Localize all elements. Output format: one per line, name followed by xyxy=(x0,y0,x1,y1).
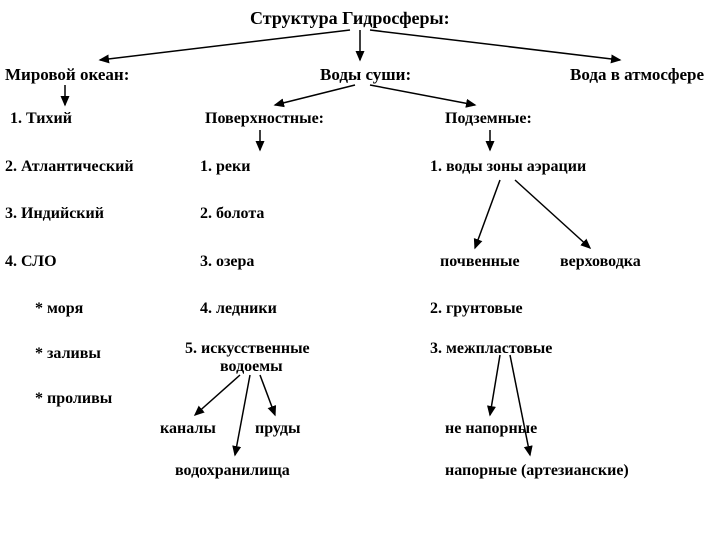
surface-item-5b: водоемы xyxy=(220,358,283,376)
ocean-item-1: 1. Тихий xyxy=(10,110,72,128)
header-land: Воды суши: xyxy=(320,65,411,85)
underground-sub-1: почвенные xyxy=(440,253,520,271)
underground-item-3: 3. межпластовые xyxy=(430,340,552,358)
surface-item-1: 1. реки xyxy=(200,158,250,176)
surface-item-5: 5. искусственные xyxy=(185,340,310,358)
ocean-item-2: 2. Атлантический xyxy=(5,158,134,176)
underground-item-2: 2. грунтовые xyxy=(430,300,523,318)
surface-item-4: 4. ледники xyxy=(200,300,277,318)
diagram-title: Структура Гидросферы: xyxy=(250,8,450,29)
ocean-sub-3: * проливы xyxy=(35,390,112,408)
header-atmosphere: Вода в атмосфере xyxy=(570,65,704,85)
ocean-sub-2: * заливы xyxy=(35,345,101,363)
header-underground: Подземные: xyxy=(445,110,532,128)
underground-sub-2: верховодка xyxy=(560,253,641,271)
ocean-sub-1: * моря xyxy=(35,300,83,318)
surface-art-2: пруды xyxy=(255,420,300,438)
underground-art-2: напорные (артезианские) xyxy=(445,462,629,480)
header-ocean: Мировой океан: xyxy=(5,65,129,85)
underground-art-1: не напорные xyxy=(445,420,537,438)
ocean-item-4: 4. СЛО xyxy=(5,253,57,271)
surface-item-2: 2. болота xyxy=(200,205,264,223)
surface-art-1: каналы xyxy=(160,420,216,438)
underground-item-1: 1. воды зоны аэрации xyxy=(430,158,586,176)
surface-art-3: водохранилища xyxy=(175,462,290,480)
surface-item-3: 3. озера xyxy=(200,253,254,271)
header-surface: Поверхностные: xyxy=(205,110,324,128)
ocean-item-3: 3. Индийский xyxy=(5,205,104,223)
